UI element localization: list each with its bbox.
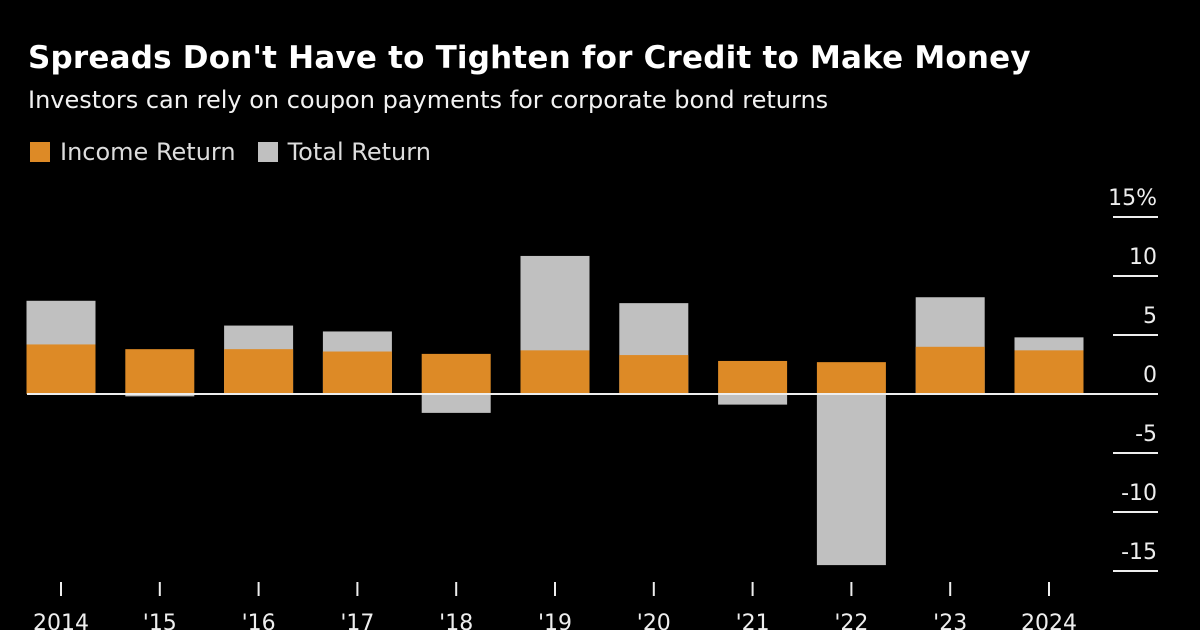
bar-total-return: [816, 394, 886, 566]
y-tick-label: 5: [1143, 304, 1157, 329]
bar-income-return: [520, 350, 590, 394]
y-tick-label: 0: [1143, 363, 1157, 388]
bar-income-return: [224, 349, 294, 394]
x-tick-label: '16: [242, 611, 276, 630]
x-tick-label: '21: [736, 611, 770, 630]
x-tick-label: '22: [834, 611, 868, 630]
x-tick-label: 2014: [33, 611, 89, 630]
legend-label-total: Total Return: [287, 138, 431, 166]
legend: Income Return Total Return: [30, 138, 453, 166]
x-tick-label: '15: [143, 611, 177, 630]
bar-income-return: [125, 349, 195, 394]
legend-item-total: Total Return: [257, 138, 431, 166]
bar-income-return: [915, 346, 985, 394]
chart-title: Spreads Don't Have to Tighten for Credit…: [28, 40, 1031, 76]
bar-income-return: [816, 362, 886, 394]
bar-income-return: [619, 355, 689, 394]
bar-total-return: [421, 394, 491, 413]
y-tick-label: -5: [1135, 422, 1157, 447]
bar-income-return: [421, 353, 491, 394]
y-tick-label: -15: [1121, 540, 1157, 565]
bar-total-return: [125, 394, 195, 397]
legend-item-income: Income Return: [30, 138, 236, 166]
x-tick-label: 2024: [1021, 611, 1077, 630]
legend-swatch-total: [257, 142, 278, 162]
x-tick-label: '17: [340, 611, 374, 630]
y-tick-label: -10: [1121, 481, 1157, 506]
x-tick-label: '19: [538, 611, 572, 630]
bar-income-return: [322, 351, 392, 394]
legend-label-income: Income Return: [60, 138, 236, 166]
y-tick-label: 15%: [1108, 186, 1157, 211]
bar-total-return: [718, 394, 788, 405]
x-tick-label: '23: [933, 611, 967, 630]
chart-subtitle: Investors can rely on coupon payments fo…: [28, 86, 829, 114]
bar-income-return: [718, 360, 788, 394]
bar-income-return: [1014, 350, 1084, 394]
legend-swatch-income: [30, 142, 50, 162]
y-tick-label: 10: [1129, 245, 1157, 270]
x-tick-label: '18: [439, 611, 473, 630]
x-tick-label: '20: [637, 611, 671, 630]
bar-income-return: [26, 344, 96, 394]
